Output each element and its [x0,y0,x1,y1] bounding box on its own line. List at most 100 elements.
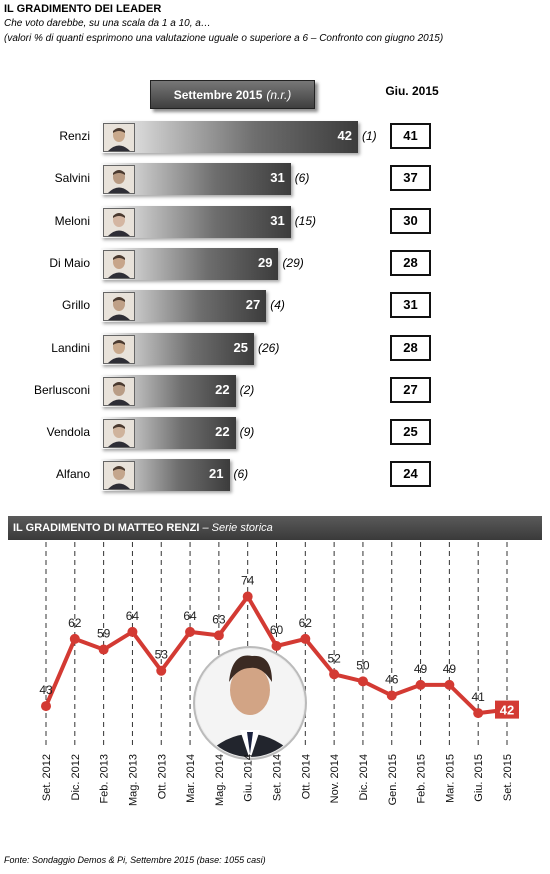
leader-nr: (9) [239,425,255,440]
leader-value: 31 [270,170,285,186]
data-point [41,701,51,712]
trend-line-chart: 43 Set. 2012 62 Dic. 2012 59 Feb. 2013 64 Mag. … [39,542,519,806]
data-label: 64 [126,609,140,623]
x-tick-label: Mar. 2014 [185,754,197,803]
data-point [329,669,340,680]
leader-value: 29 [257,254,273,270]
leader-value: 42 [337,128,352,143]
leader-value: 22 [215,381,230,397]
x-tick-label: Feb. 2015 [416,754,428,804]
x-tick-label: Ott. 2013 [156,754,168,799]
leader-june-value: 25 [390,419,431,446]
x-tick-label: Nov. 2014 [329,754,341,803]
source-note: Fonte: Sondaggio Demos & Pi, Settembre 2… [4,855,266,865]
data-label: 74 [241,574,255,588]
leader-june-value: 30 [390,207,431,234]
leader-nr: (2) [239,382,255,397]
data-label: 49 [443,662,457,676]
x-tick-label: Set. 2012 [41,754,53,801]
leader-name: Vendola [46,425,90,440]
data-point [386,690,397,701]
leader-name: Renzi [59,129,90,143]
trend-title-main: IL GRADIMENTO DI MATTEO RENZI [13,522,200,534]
data-label: 46 [385,672,399,686]
x-tick-label: Mag. 2014 [214,754,226,806]
leader-photo-icon [103,461,135,491]
leader-name: Di Maio [49,255,90,270]
x-tick-label: Set. 2015 [502,754,514,801]
leader-row: Vendola 22 (9) 25 [0,417,550,450]
data-label: 64 [183,609,197,623]
leader-row: Alfano 21 (6) 24 [0,459,550,492]
data-point [127,626,138,637]
data-point [415,679,426,690]
x-tick-label: Mag. 2013 [127,754,139,806]
column-header-label: Settembre 2015 [173,87,263,102]
data-label: 50 [356,658,370,672]
leader-value: 21 [209,466,224,482]
data-label: 52 [327,651,341,665]
leader-row: Grillo 27 (4) 31 [0,290,550,323]
data-point [69,633,80,644]
trend-title-suffix: – Serie storica [199,522,273,534]
data-point [156,665,167,676]
data-label: 53 [155,648,169,662]
leader-june-value: 37 [390,165,431,192]
leader-photo-icon [103,292,135,322]
leader-june-value: 28 [390,334,431,361]
x-tick-label: Ott. 2014 [300,754,312,799]
x-tick-label: Gen. 2015 [387,754,399,805]
leader-row: Meloni 31 (15) 30 [0,205,550,238]
leader-nr: (6) [294,171,310,186]
leader-photo-icon [103,123,135,152]
leader-june-value: 28 [390,249,431,276]
leader-nr: (15) [294,213,317,228]
leader-nr: (1) [362,129,377,143]
chart-title: IL GRADIMENTO DEI LEADER [4,3,162,15]
data-point [271,641,282,651]
data-point [213,630,224,641]
x-tick-label: Dic. 2012 [70,754,82,800]
trend-chart-title: IL GRADIMENTO DI MATTEO RENZI – Serie st… [8,516,542,540]
leader-row: Salvini 31 (6) 37 [0,163,550,196]
x-tick-label: Set. 2014 [272,754,284,801]
leader-photo-icon [103,376,135,406]
leader-value: 22 [215,424,230,440]
data-label: 49 [414,662,428,676]
x-tick-label: Giu. 2015 [473,754,485,802]
leader-nr: (6) [233,467,249,482]
leader-value: 27 [245,297,261,313]
leader-row: Di Maio 29 (29) 28 [0,247,550,280]
leader-row: Renzi 42 (1) 41 [0,121,550,153]
leader-name: Landini [51,340,90,355]
leader-photo-icon [103,207,135,237]
chart-subtitle: Che voto darebbe, su una scala da 1 a 10… [4,18,211,29]
leader-name: Berlusconi [33,382,90,397]
leader-name: Grillo [61,298,90,313]
leader-value: 31 [270,212,285,228]
leader-photo-icon [103,419,135,449]
leader-name: Salvini [54,171,90,186]
leader-photo-icon [103,249,135,279]
data-point [185,626,196,637]
x-tick-label: Dic. 2014 [358,754,370,800]
leader-name: Meloni [54,213,90,228]
leader-june-value: 24 [390,461,431,488]
data-label: 41 [472,690,486,704]
data-label: 60 [270,623,284,637]
leader-nr: (4) [270,298,285,313]
data-label: 43 [39,683,53,697]
leader-name: Alfano [55,467,90,482]
leader-june-value: 31 [390,292,431,319]
data-label: 42 [500,703,514,718]
data-point [495,700,519,719]
data-label: 59 [97,627,111,641]
data-label: 62 [299,616,313,630]
data-point [300,633,311,644]
column-header-nr: (n.r.) [266,87,292,102]
person-portrait-icon [193,646,307,760]
leader-value: 25 [233,339,248,355]
x-tick-label: Feb. 2013 [99,754,111,804]
data-label: 62 [68,616,82,630]
leader-row: Berlusconi 22 (2) 27 [0,374,550,407]
